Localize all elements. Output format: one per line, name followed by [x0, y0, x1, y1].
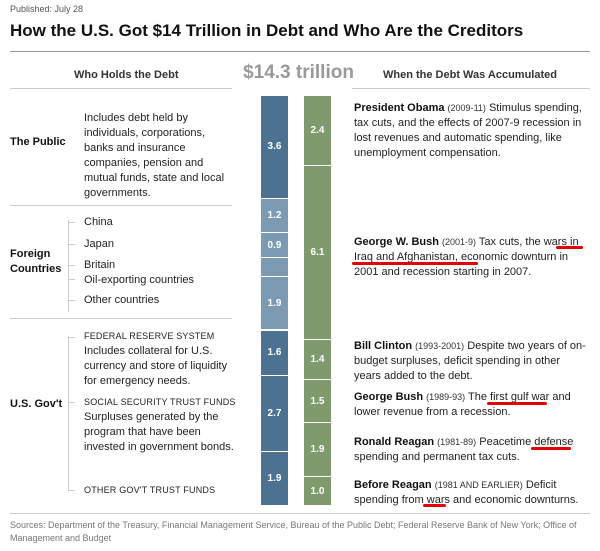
- group-us-govt: U.S. Gov't: [10, 398, 63, 410]
- label-china: China: [84, 216, 113, 228]
- bar-segment-reagan-label: 1.9: [310, 444, 325, 456]
- bar-segment-federal-reserve-label: 1.6: [267, 347, 282, 359]
- bar-segment-federal-reserve: 1.6: [261, 329, 288, 375]
- holders-divider-2: [10, 318, 232, 319]
- president-reagan-name: Ronald Reagan: [354, 436, 435, 448]
- president-clinton-years: (1993-2001): [415, 341, 465, 351]
- bar-segment-clinton: 1.4: [304, 339, 331, 380]
- tick-japan: [68, 244, 75, 245]
- bar-segment-china-label: 1.2: [267, 209, 282, 221]
- group-public: The Public: [10, 136, 66, 148]
- total-label: $14.3 trillion: [243, 62, 354, 83]
- president-obama-name: President Obama: [354, 102, 445, 114]
- govt-bracket: [68, 336, 69, 491]
- tick-china: [68, 222, 75, 223]
- public-description: Includes debt held by individuals, corpo…: [84, 112, 225, 199]
- highlight-first-gulf-war: [487, 402, 547, 405]
- president-clinton-text: Despite two years of on-budget surpluses…: [354, 340, 586, 382]
- label-oil-exporting: Oil-exporting countries: [84, 274, 195, 286]
- president-bush-name: George W. Bush: [354, 236, 439, 248]
- president-before-reagan-name: Before Reagan: [354, 479, 432, 491]
- president-bush-sr-name: George Bush: [354, 391, 424, 403]
- sources-rule: [10, 513, 590, 514]
- bar-segment-obama: 2.4: [304, 96, 331, 165]
- label-britain: Britain: [84, 259, 116, 271]
- president-obama: President Obama (2009-11) Stimulus spend…: [354, 101, 586, 161]
- bar-segment-before-reagan-label: 1.0: [310, 485, 325, 497]
- bar-segment-other-countries-label: 1.9: [267, 297, 282, 309]
- bar-segment-social-security: 2.7: [261, 374, 288, 452]
- when-header-rule: [352, 88, 590, 89]
- president-bush-text: Tax cuts, the wars in Iraq and Afghanist…: [354, 236, 579, 278]
- tick-other: [68, 300, 75, 301]
- sources-note: Sources: Department of the Treasury, Fin…: [10, 520, 577, 543]
- bar-segment-japan: 0.9: [261, 231, 288, 258]
- bar-segment-bush-sr: 1.5: [304, 379, 331, 423]
- ss-description: Surpluses generated by the program that …: [84, 411, 234, 453]
- highlight-defense: [531, 447, 571, 450]
- president-clinton: Bill Clinton (1993-2001) Despite two yea…: [354, 339, 586, 384]
- president-bush-sr-years: (1989-93): [426, 392, 466, 402]
- president-bush-sr: George Bush (1989-93) The first gulf war…: [354, 390, 586, 420]
- president-obama-years: (2009-11): [447, 103, 486, 113]
- bar-segment-before-reagan: 1.0: [304, 476, 331, 505]
- bar-segment-bush: 6.1: [304, 164, 331, 340]
- chart-title: How the U.S. Got $14 Trillion in Debt an…: [10, 21, 524, 40]
- ss-title: SOCIAL SECURITY TRUST FUNDS: [84, 397, 236, 407]
- president-before-reagan: Before Reagan (1981 AND EARLIER) Deficit…: [354, 478, 586, 508]
- holders-header: Who Holds the Debt: [74, 69, 179, 81]
- president-obama-text: Stimulus spending, tax cuts, and the eff…: [354, 102, 582, 159]
- president-reagan-text: Peacetime defense spending and permanent…: [354, 436, 574, 463]
- tick-fed: [68, 337, 75, 338]
- bar-segment-public: 3.6: [261, 96, 288, 198]
- bar-segment-other-govt: 1.9: [261, 451, 288, 505]
- president-reagan-years: (1981-89): [437, 437, 477, 447]
- bar-segment-public-label: 3.6: [267, 141, 282, 153]
- highlight-wars: [423, 504, 446, 507]
- foreign-bracket: [68, 220, 69, 312]
- bar-segment-other-countries: 1.9: [261, 275, 288, 330]
- bar-segment-china: 1.2: [261, 197, 288, 232]
- fed-title: FEDERAL RESERVE SYSTEM: [84, 331, 215, 341]
- president-bush-sr-text: The first gulf war and lower revenue fro…: [354, 391, 571, 418]
- bar-segment-bush-sr-label: 1.5: [310, 395, 325, 407]
- bar-segment-social-security-label: 2.7: [267, 407, 282, 419]
- president-reagan: Ronald Reagan (1981-89) Peacetime defens…: [354, 435, 586, 465]
- bar-segment-britain-oil: [261, 257, 288, 276]
- tick-oil: [68, 279, 75, 280]
- president-clinton-name: Bill Clinton: [354, 340, 413, 352]
- other-govt-title: OTHER GOV'T TRUST FUNDS: [84, 485, 216, 495]
- holders-divider-1: [10, 205, 232, 206]
- when-header: When the Debt Was Accumulated: [383, 69, 557, 81]
- bar-segment-obama-label: 2.4: [310, 124, 325, 136]
- holders-header-rule: [10, 88, 232, 89]
- bar-segment-reagan: 1.9: [304, 422, 331, 477]
- highlight-wars-in: [556, 246, 583, 249]
- label-japan: Japan: [84, 238, 114, 250]
- group-foreign: Foreign Countries: [10, 248, 62, 275]
- label-other-countries: Other countries: [84, 294, 160, 306]
- bar-segment-bush-label: 6.1: [310, 246, 325, 258]
- highlight-iraq-afghanistan: [352, 262, 478, 265]
- president-bush: George W. Bush (2001-9) Tax cuts, the wa…: [354, 235, 586, 280]
- tick-britain: [68, 265, 75, 266]
- bar-segment-japan-label: 0.9: [267, 239, 282, 251]
- tick-ss: [68, 402, 75, 403]
- bar-segment-clinton-label: 1.4: [310, 354, 325, 366]
- published-date: Published: July 28: [10, 4, 84, 14]
- president-before-reagan-years: (1981 AND EARLIER): [434, 480, 523, 490]
- bar-segment-other-govt-label: 1.9: [267, 473, 282, 485]
- title-divider: [10, 51, 590, 52]
- president-bush-years: (2001-9): [442, 237, 477, 247]
- fed-description: Includes collateral for U.S. currency an…: [84, 345, 228, 387]
- president-before-reagan-text: Deficit spending from wars and economic …: [354, 479, 579, 506]
- tick-other-govt: [68, 490, 75, 491]
